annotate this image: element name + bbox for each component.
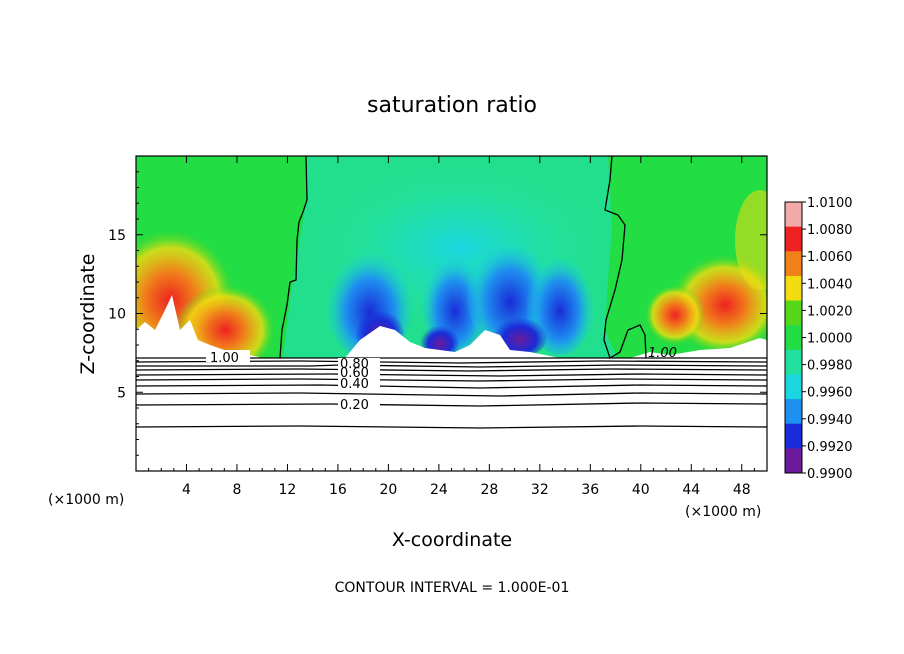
y-axis-ticks: 5 10 15 [108, 171, 767, 456]
colorbar-swatch [785, 275, 802, 302]
contour-label-0.40: 0.40 [340, 377, 369, 392]
x-unit-right: (×1000 m) [685, 504, 761, 520]
x-tick-label: 24 [430, 482, 448, 498]
colorbar-swatch [785, 448, 802, 474]
colorbar-swatch [785, 226, 802, 252]
contour-label-0.20: 0.20 [340, 398, 369, 413]
x-tick-label: 40 [632, 482, 650, 498]
x-tick-label: 8 [232, 482, 241, 498]
unsaturated-white-region [136, 295, 262, 358]
x-tick-label: 16 [329, 482, 347, 498]
x-axis-label: X-coordinate [392, 529, 512, 551]
colorbar-swatch [785, 202, 802, 228]
contour-labels: 1.00 0.80 0.60 0.40 0.20 1.00 [206, 346, 677, 413]
colorbar-swatch [785, 374, 802, 400]
colorbar-swatch [785, 349, 802, 375]
colorbar-label: 1.0040 [807, 277, 853, 292]
contour-0.50 [136, 378, 767, 382]
contour-0.10 [136, 425, 767, 429]
colorbar-label: 1.0080 [807, 223, 853, 238]
contour-label-1.00-right: 1.00 [648, 346, 677, 361]
contour-1.00-right [603, 156, 647, 359]
contour-interval-note: CONTOUR INTERVAL = 1.000E-01 [335, 580, 570, 596]
colorbar-label: 1.0000 [807, 332, 853, 347]
colorbar: 1.0100 1.0080 1.0060 1.0040 1.0020 1.0000 0.99… [784, 196, 853, 482]
colorbar-swatch [785, 300, 802, 326]
colorbar-swatch [785, 423, 802, 449]
chart-title: saturation ratio [367, 93, 537, 118]
x-tick-label: 32 [531, 482, 549, 498]
x-tick-label: 28 [480, 482, 498, 498]
x-tick-label: 12 [279, 482, 297, 498]
x-axis-ticks: 4 8 12 16 20 24 28 32 36 40 44 48 [148, 156, 755, 498]
colorbar-label: 0.9920 [807, 440, 853, 455]
colorbar-label: 1.0060 [807, 250, 853, 265]
contour-0.80 [136, 364, 767, 368]
x-unit-left: (×1000 m) [48, 492, 124, 508]
y-tick-label: 5 [117, 385, 126, 401]
x-tick-label: 44 [682, 482, 700, 498]
colorbar-label: 1.0100 [807, 196, 853, 211]
contour-label-0.60: 0.60 [340, 366, 369, 381]
contour-label-0.80: 0.80 [340, 357, 369, 372]
contour-0.20 [136, 402, 767, 407]
colorbar-swatch [785, 399, 802, 425]
saturation-field [136, 156, 767, 471]
plot-area: 1.00 0.80 0.60 0.40 0.20 1.00 [136, 156, 767, 471]
colorbar-label: 0.9900 [807, 467, 853, 482]
y-tick-label: 15 [108, 228, 126, 244]
contour-0.70 [136, 368, 767, 372]
colorbar-label: 0.9960 [807, 386, 853, 401]
colorbar-label: 0.9940 [807, 413, 853, 428]
contour-0.60 [136, 373, 767, 377]
colorbar-swatch [785, 251, 802, 277]
x-tick-label: 48 [733, 482, 751, 498]
contour-0.40 [136, 384, 767, 389]
colorbar-label: 1.0020 [807, 304, 853, 319]
contour-label-1.00-left: 1.00 [210, 351, 239, 366]
x-tick-label: 20 [379, 482, 397, 498]
y-tick-label: 10 [108, 307, 126, 323]
colorbar-swatch [785, 325, 802, 351]
y-axis-label: Z-coordinate [77, 254, 99, 375]
colorbar-label: 0.9980 [807, 359, 853, 374]
x-tick-label: 4 [182, 482, 191, 498]
contour-0.30 [136, 392, 767, 397]
contour-1.00-left [279, 156, 308, 359]
x-tick-label: 36 [581, 482, 599, 498]
